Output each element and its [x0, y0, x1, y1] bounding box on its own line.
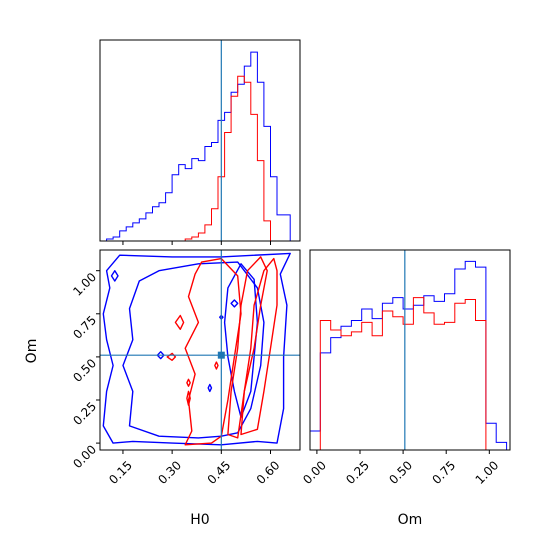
contour-blue [207, 383, 213, 393]
om-hist-blue [310, 260, 508, 450]
om-xtick-label: 0.50 [386, 458, 415, 487]
contour-red [174, 314, 185, 330]
x-axis-label-h0: H0 [190, 512, 209, 528]
om-xtick-label: 0.00 [300, 458, 329, 487]
om-frame [309, 249, 511, 451]
contour-blue [230, 299, 239, 308]
contour-red [240, 257, 278, 436]
h0-om-contour-panel: 0.15 0.30 0.45 0.60 0.00 0.25 0.50 0.75 1.00 [70, 249, 301, 487]
om-xtick-label: 1.00 [473, 458, 502, 487]
contour-red [186, 378, 191, 387]
h0-plot-area [100, 40, 297, 241]
contour-blue [110, 270, 119, 282]
main-ytick-label: 0.50 [70, 356, 99, 385]
contour-red [227, 256, 268, 439]
om-xtick-label: 0.75 [429, 458, 458, 487]
contour-blue [102, 252, 291, 446]
om-marginal-panel: 0.00 0.25 0.50 0.75 1.00 [300, 249, 511, 487]
om-plot-area [310, 250, 508, 450]
main-xtick-label: 0.45 [205, 458, 234, 487]
main-ytick-label: 0.00 [70, 442, 99, 471]
contour-red [186, 390, 191, 406]
om-xtick-label: 0.25 [343, 458, 372, 487]
main-plot-area [100, 250, 300, 450]
y-axis-label-om: Om [24, 339, 40, 364]
main-ytick-label: 1.00 [70, 270, 99, 299]
h0-marginal-panel [99, 39, 301, 245]
h0-hist-red [100, 75, 297, 241]
om-hist-red [310, 297, 507, 450]
h0-hist-blue [100, 51, 297, 241]
contour-blue [223, 263, 259, 418]
main-xtick-label: 0.30 [155, 458, 184, 487]
truth-marker [217, 351, 225, 359]
x-axis-label-om: Om [398, 512, 423, 528]
contour-red [214, 361, 219, 370]
main-frame [99, 249, 301, 451]
main-xtick-label: 0.15 [106, 458, 135, 487]
main-ytick-label: 0.25 [70, 399, 99, 428]
main-xtick-label: 0.60 [254, 458, 283, 487]
contour-red [184, 257, 242, 446]
contour-red [166, 352, 177, 361]
main-ytick-label: 0.75 [70, 313, 99, 342]
h0-frame [99, 39, 301, 242]
